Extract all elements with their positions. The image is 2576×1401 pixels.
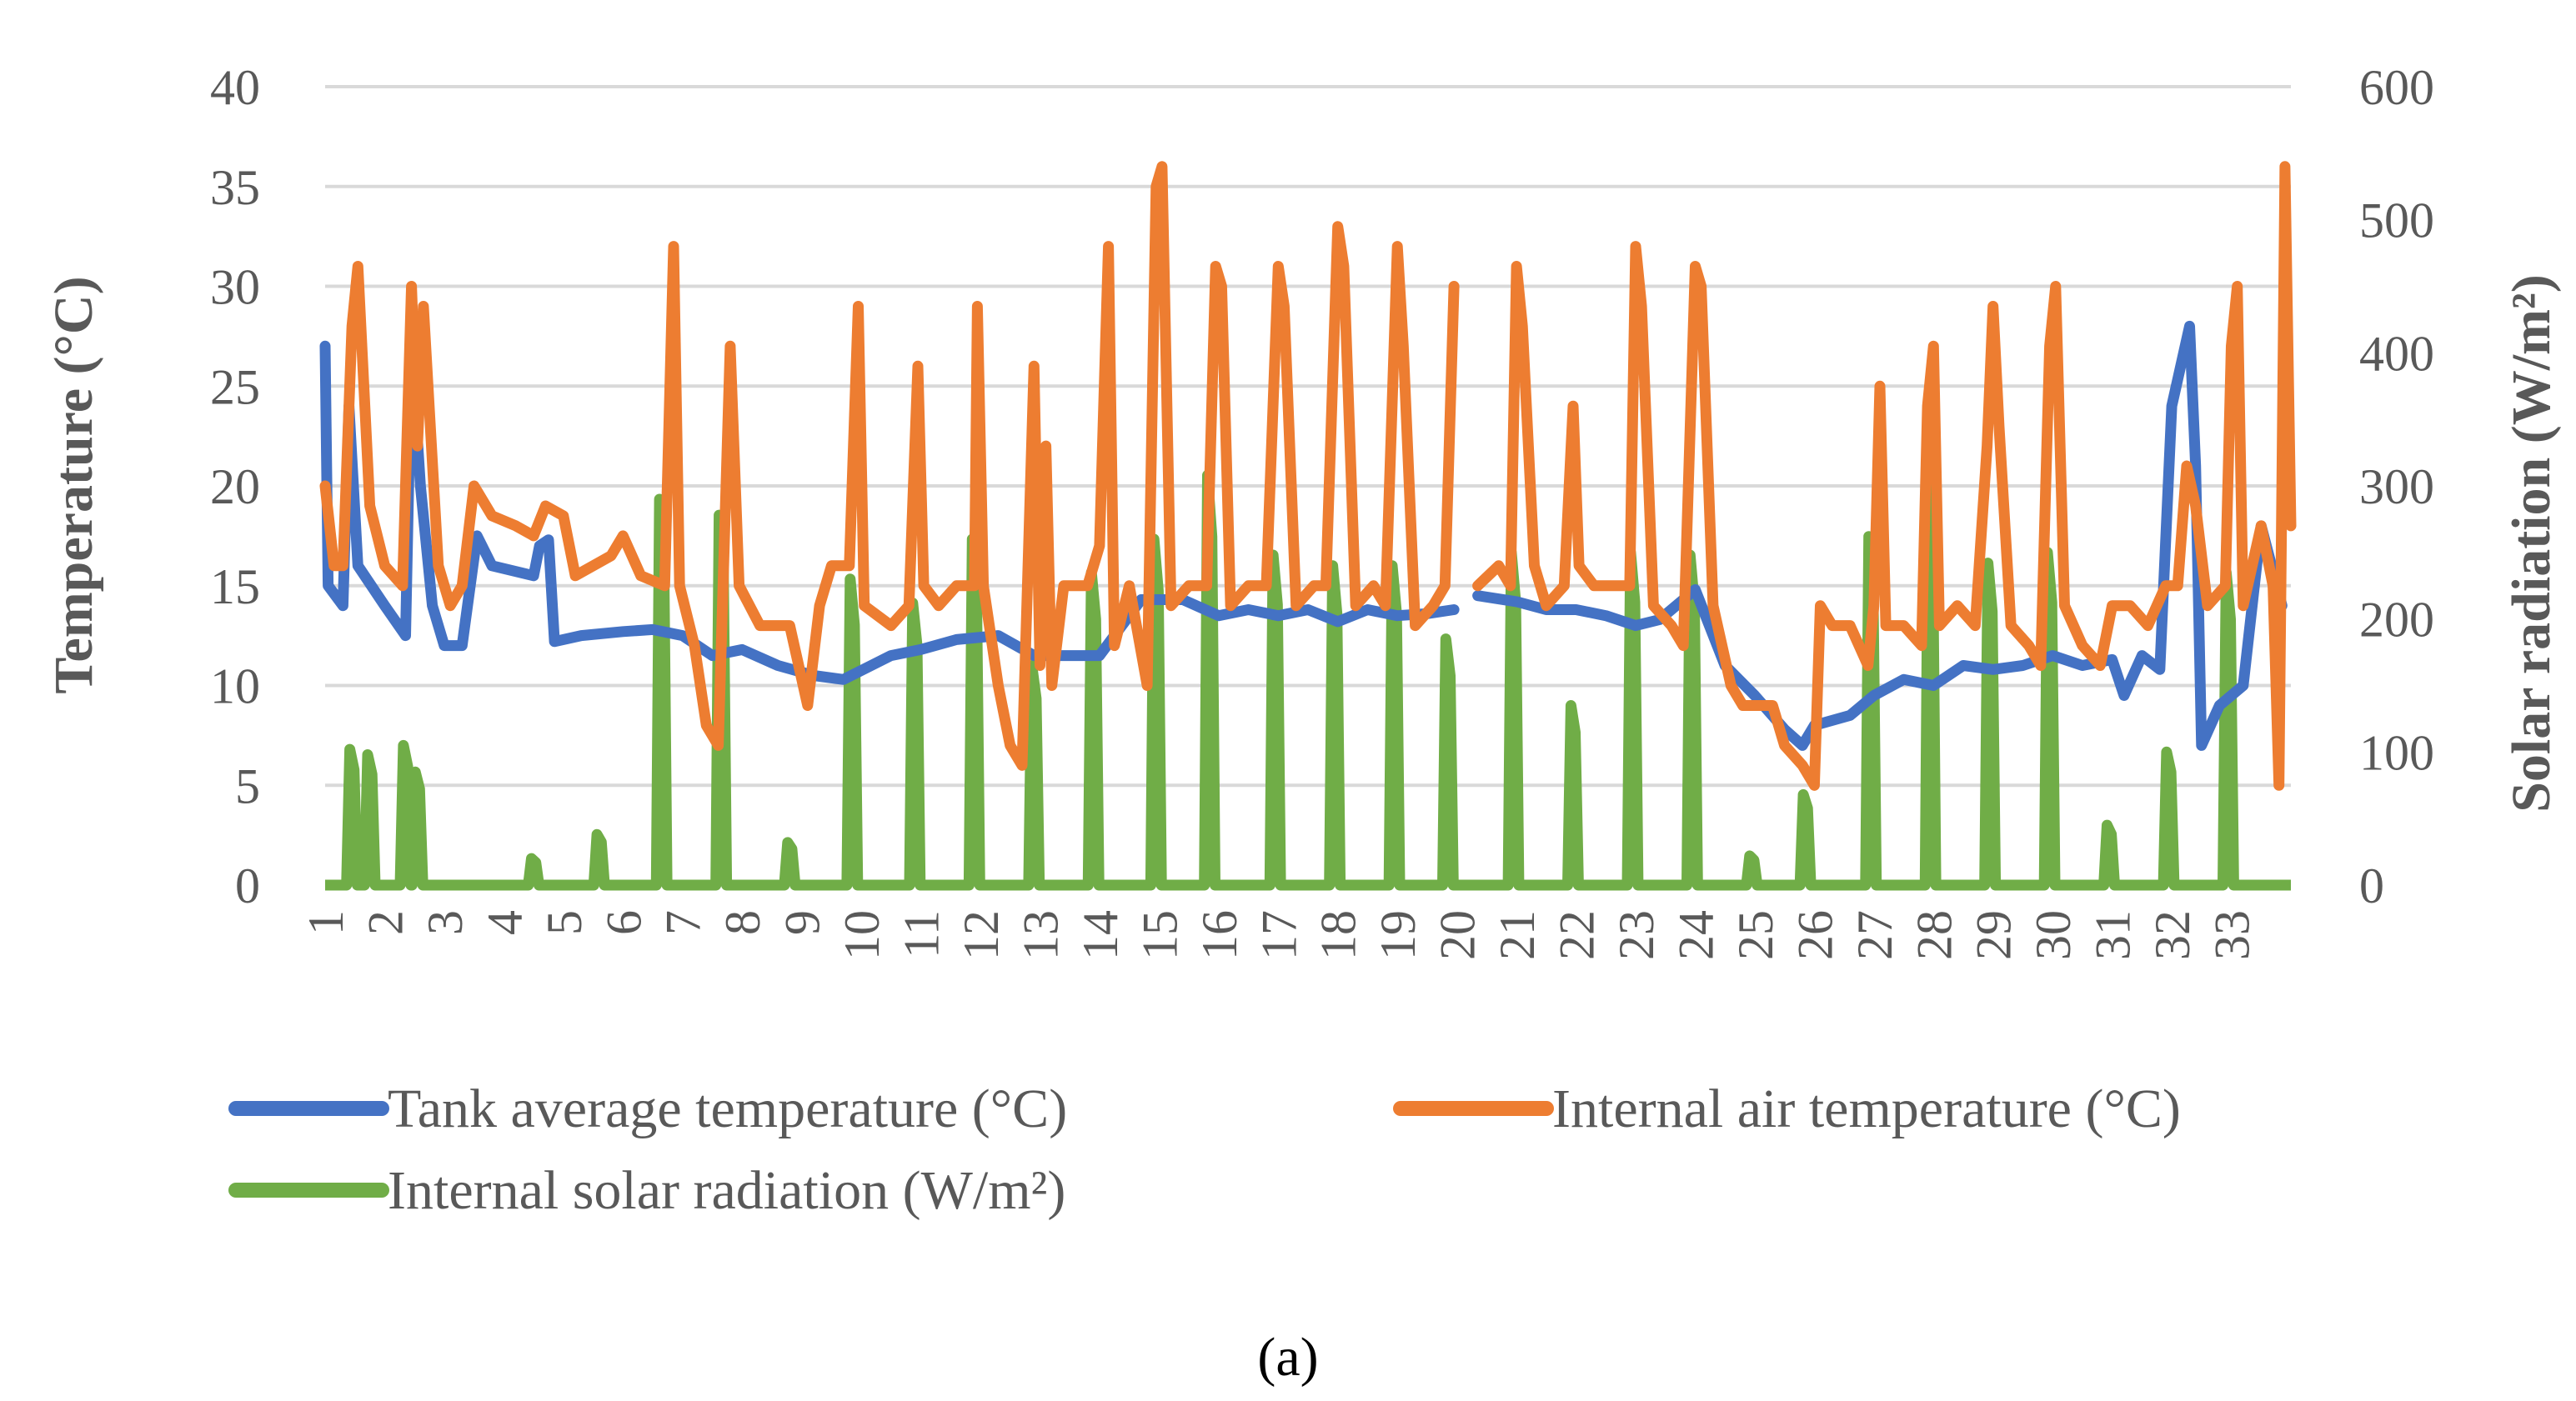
x-tick-label: 31 bbox=[2086, 910, 2141, 960]
y2-tick-label: 100 bbox=[2359, 725, 2434, 780]
x-tick-label: 26 bbox=[1787, 910, 1842, 960]
x-tick-label: 28 bbox=[1907, 910, 1962, 960]
y2-tick-label: 0 bbox=[2359, 858, 2384, 913]
x-tick-label: 3 bbox=[418, 910, 473, 935]
x-tick-label: 22 bbox=[1550, 910, 1605, 960]
legend-label-tank: Tank average temperature (°C) bbox=[388, 1078, 1067, 1139]
y-axis-ticks: 0 5 10 15 20 25 30 35 40 bbox=[210, 60, 260, 913]
y-axis-title: Temperature (°C) bbox=[43, 276, 104, 693]
y2-tick-label: 300 bbox=[2359, 459, 2434, 514]
x-tick-label: 13 bbox=[1013, 910, 1068, 960]
x-tick-label: 9 bbox=[775, 910, 830, 935]
legend-label-air: Internal air temperature (°C) bbox=[1552, 1078, 2181, 1139]
y-tick-label: 35 bbox=[210, 160, 260, 215]
series-internal-solar-radiation bbox=[325, 469, 2291, 891]
x-tick-label: 20 bbox=[1431, 910, 1486, 960]
x-tick-label: 18 bbox=[1311, 910, 1366, 960]
y-tick-label: 20 bbox=[210, 459, 260, 514]
x-tick-label: 10 bbox=[834, 910, 890, 960]
y-tick-label: 0 bbox=[235, 858, 260, 913]
y2-tick-label: 500 bbox=[2359, 193, 2434, 248]
y-tick-label: 25 bbox=[210, 359, 260, 414]
x-tick-label: 14 bbox=[1073, 910, 1128, 960]
x-tick-label: 24 bbox=[1668, 910, 1723, 960]
series-internal-air-temperature bbox=[319, 161, 2297, 791]
y2-axis-ticks: 0 100 200 300 400 500 600 bbox=[2359, 60, 2434, 913]
figure-caption: (a) bbox=[1257, 1327, 1318, 1388]
x-tick-label: 33 bbox=[2205, 910, 2260, 960]
x-tick-label: 11 bbox=[895, 910, 950, 958]
legend: Tank average temperature (°C) Internal a… bbox=[228, 1078, 2181, 1221]
air-temperature-line bbox=[319, 161, 2297, 791]
y2-tick-label: 400 bbox=[2359, 326, 2434, 381]
x-tick-label: 2 bbox=[358, 910, 413, 935]
x-tick-label: 27 bbox=[1847, 910, 1902, 960]
x-tick-label: 4 bbox=[477, 910, 532, 935]
y2-tick-label: 200 bbox=[2359, 593, 2434, 648]
x-tick-label: 21 bbox=[1490, 910, 1545, 960]
x-tick-label: 16 bbox=[1192, 910, 1247, 960]
legend-label-solar: Internal solar radiation (W/m²) bbox=[388, 1160, 1065, 1221]
x-tick-label: 15 bbox=[1132, 910, 1187, 960]
y2-axis-title: Solar radiation (W/m²) bbox=[2501, 274, 2562, 813]
x-tick-label: 6 bbox=[596, 910, 651, 935]
x-tick-label: 19 bbox=[1371, 910, 1426, 960]
x-tick-label: 1 bbox=[298, 910, 353, 935]
y-tick-label: 15 bbox=[210, 559, 260, 614]
solar-radiation-line bbox=[325, 469, 2291, 891]
x-tick-label: 30 bbox=[2026, 910, 2081, 960]
y-tick-label: 5 bbox=[235, 758, 260, 813]
y-tick-label: 10 bbox=[210, 659, 260, 714]
x-tick-label: 17 bbox=[1251, 910, 1306, 960]
x-tick-label: 32 bbox=[2145, 910, 2200, 960]
x-tick-label: 23 bbox=[1609, 910, 1664, 960]
x-tick-label: 12 bbox=[954, 910, 1009, 960]
x-tick-label: 5 bbox=[537, 910, 592, 935]
x-tick-label: 7 bbox=[656, 910, 711, 935]
x-tick-label: 29 bbox=[1967, 910, 2022, 960]
y-tick-label: 40 bbox=[210, 60, 260, 115]
x-axis-ticks: 1 2 3 4 5 6 7 8 9 10 11 12 13 14 15 16 17 18 19 20 21 22 23 24 2… bbox=[298, 910, 2260, 960]
x-tick-label: 25 bbox=[1728, 910, 1783, 960]
y2-tick-label: 600 bbox=[2359, 60, 2434, 115]
x-tick-label: 8 bbox=[715, 910, 770, 935]
y-tick-label: 30 bbox=[210, 260, 260, 315]
